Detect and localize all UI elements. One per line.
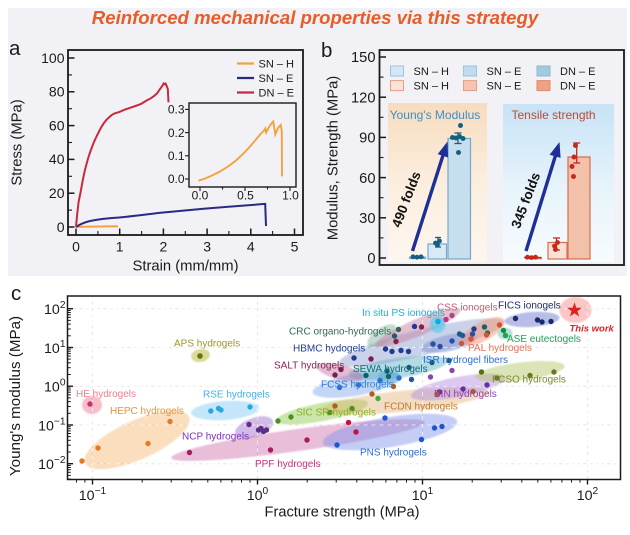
svg-text:1: 1 [116, 239, 124, 255]
svg-text:SN – E: SN – E [259, 73, 294, 85]
svg-text:SN – H: SN – H [259, 58, 295, 70]
svg-text:0: 0 [57, 219, 65, 235]
svg-text:SEWA hydrogels: SEWA hydrogels [353, 364, 428, 375]
svg-text:40: 40 [49, 151, 65, 167]
svg-text:SN – H: SN – H [414, 80, 450, 92]
svg-text:Tensile strength: Tensile strength [511, 108, 595, 122]
svg-text:SN – E: SN – E [487, 66, 522, 78]
svg-text:0.5: 0.5 [237, 189, 254, 203]
svg-text:APS hydrogels: APS hydrogels [174, 339, 240, 350]
svg-text:This work: This work [570, 324, 615, 335]
svg-text:5: 5 [291, 239, 299, 255]
svg-text:0: 0 [72, 239, 80, 255]
svg-text:CRC organo-hydrogels: CRC organo-hydrogels [289, 327, 391, 338]
svg-text:0.1: 0.1 [168, 149, 185, 163]
svg-text:c: c [11, 282, 21, 305]
svg-text:HEPC hydrogels: HEPC hydrogels [110, 406, 184, 417]
svg-text:4: 4 [247, 239, 255, 255]
svg-text:0: 0 [367, 251, 375, 267]
svg-text:PPF hydrogels: PPF hydrogels [255, 459, 321, 470]
svg-text:In situ PS ionogels: In situ PS ionogels [362, 308, 445, 319]
svg-text:DN – E: DN – E [259, 87, 294, 99]
svg-text:0.3: 0.3 [168, 103, 185, 117]
svg-text:DN – E: DN – E [560, 66, 595, 78]
svg-text:PNS hydrogels: PNS hydrogels [360, 448, 427, 459]
svg-text:100: 100 [41, 50, 65, 66]
svg-text:0.0: 0.0 [168, 172, 185, 186]
svg-text:PAL hydrogels: PAL hydrogels [468, 343, 532, 354]
svg-text:Fracture strength (MPa): Fracture strength (MPa) [265, 505, 420, 521]
svg-text:SN – H: SN – H [414, 66, 450, 78]
svg-text:1.0: 1.0 [282, 189, 299, 203]
svg-text:30: 30 [359, 211, 375, 227]
svg-text:DN – E: DN – E [560, 80, 595, 92]
svg-text:ASE eutectogels: ASE eutectogels [507, 334, 581, 345]
svg-text:SALT hydrogels: SALT hydrogels [274, 361, 344, 372]
svg-text:SIC SR-hydrogels: SIC SR-hydrogels [296, 408, 376, 419]
svg-text:0.0: 0.0 [192, 189, 209, 203]
svg-text:Reinforced mechanical properti: Reinforced mechanical properties via thi… [92, 7, 540, 28]
svg-text:0.2: 0.2 [168, 126, 185, 140]
svg-text:Young's modulus (MPa): Young's modulus (MPa) [7, 316, 24, 476]
svg-text:80: 80 [49, 84, 65, 100]
svg-text:ISR hydrogel fibers: ISR hydrogel fibers [423, 355, 508, 366]
svg-text:20: 20 [49, 185, 65, 201]
svg-text:60: 60 [49, 117, 65, 133]
svg-text:CSS ionogels: CSS ionogels [437, 303, 498, 314]
svg-text:Modulus, Strength (MPa): Modulus, Strength (MPa) [326, 76, 342, 241]
svg-text:b: b [321, 39, 332, 62]
svg-text:RSE hydrogels: RSE hydrogels [203, 390, 270, 401]
svg-text:HE hydrogels: HE hydrogels [76, 389, 136, 400]
svg-text:120: 120 [351, 90, 376, 106]
svg-text:150: 150 [351, 50, 376, 66]
svg-text:FCSO hydrogels: FCSO hydrogels [492, 375, 566, 386]
svg-text:a: a [9, 37, 21, 60]
svg-text:Strain (mm/mm): Strain (mm/mm) [132, 258, 238, 274]
svg-text:HBMC hydogels: HBMC hydogels [293, 344, 365, 355]
svg-text:90: 90 [359, 131, 375, 147]
svg-text:2: 2 [160, 239, 168, 255]
svg-text:NCP hydrogels: NCP hydrogels [182, 432, 249, 443]
svg-text:Stress (MPa): Stress (MPa) [10, 99, 26, 185]
svg-text:3: 3 [203, 239, 211, 255]
svg-text:60: 60 [359, 171, 375, 187]
svg-text:Young's Modulus: Young's Modulus [390, 108, 481, 122]
svg-text:SN – E: SN – E [487, 80, 522, 92]
svg-text:BIN hydrogels: BIN hydrogels [434, 389, 497, 400]
svg-text:FCDN hydrogels: FCDN hydrogels [384, 402, 458, 413]
svg-text:FCSS hydrogels: FCSS hydrogels [321, 380, 394, 391]
svg-text:FICS ionogels: FICS ionogels [498, 301, 561, 312]
